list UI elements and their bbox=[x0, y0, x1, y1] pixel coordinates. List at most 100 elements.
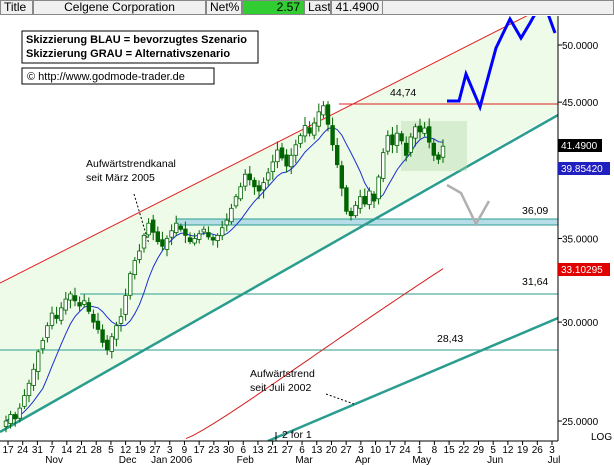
x-tick-label: 9 bbox=[182, 445, 188, 456]
x-tick-label: 17 bbox=[194, 445, 206, 456]
x-tick-label: 13 bbox=[311, 445, 323, 456]
candle-body bbox=[256, 185, 262, 192]
candle-body bbox=[238, 186, 243, 200]
x-month-label: Jul bbox=[548, 455, 561, 465]
candle-body bbox=[403, 142, 409, 156]
candle-body bbox=[247, 173, 252, 181]
x-month-label: Feb bbox=[237, 455, 255, 465]
price-tag-last-bg bbox=[558, 139, 602, 152]
x-tick-label: 12 bbox=[502, 445, 514, 456]
candle-body bbox=[311, 122, 317, 136]
candle-body bbox=[394, 132, 400, 146]
x-tick-label: 7 bbox=[49, 445, 55, 456]
candle-body bbox=[137, 250, 142, 260]
x-tick-label: 6 bbox=[299, 445, 305, 456]
candle-body bbox=[95, 320, 101, 330]
candle-body bbox=[164, 238, 170, 250]
candle-body bbox=[325, 104, 331, 125]
candle-body bbox=[17, 407, 22, 419]
candle-body bbox=[321, 105, 326, 116]
candle-body bbox=[183, 228, 188, 236]
candle-body bbox=[344, 187, 349, 212]
candle-body bbox=[348, 210, 354, 217]
x-tick-label: 27 bbox=[149, 445, 161, 456]
candle-body bbox=[12, 414, 18, 420]
candle-body bbox=[3, 420, 9, 427]
price-tag-ma-short-bg bbox=[558, 162, 610, 175]
price-tag-last: 41.4900 bbox=[561, 141, 598, 152]
candle-body bbox=[146, 222, 151, 236]
x-tick-label: 26 bbox=[532, 445, 544, 456]
y-tick-label: 25.0000 bbox=[562, 417, 599, 428]
candle-body bbox=[242, 173, 248, 187]
candle-body bbox=[54, 314, 59, 319]
x-tick-label: 29 bbox=[473, 445, 485, 456]
title-label: Title bbox=[0, 0, 33, 15]
candle-body bbox=[8, 414, 13, 424]
candle-body bbox=[206, 232, 211, 238]
candle-body bbox=[132, 260, 137, 276]
candle-body bbox=[201, 228, 206, 233]
level-label-2843: 28,43 bbox=[437, 333, 463, 345]
x-month-label: Dec bbox=[119, 455, 137, 465]
url-text: © http://www.godmode-trader.de bbox=[27, 71, 185, 83]
candle-body bbox=[367, 190, 372, 205]
candle-body bbox=[385, 135, 390, 152]
candle-body bbox=[219, 227, 225, 237]
x-tick-label: 3 bbox=[549, 445, 555, 456]
candle-body bbox=[233, 196, 239, 207]
x-tick-label: 31 bbox=[32, 445, 44, 456]
candle-body bbox=[127, 273, 133, 296]
price-tag-ma-long: 33.10295 bbox=[561, 265, 603, 276]
x-tick-label: 19 bbox=[135, 445, 147, 456]
candle-body bbox=[353, 205, 358, 217]
trend-label-2: seit Juli 2002 bbox=[250, 382, 311, 394]
candle-body bbox=[229, 207, 234, 223]
candle-body bbox=[275, 149, 280, 163]
x-axis-months: Nov Dec Jan 2006 Feb Mar Apr May Jun Jul bbox=[45, 455, 560, 465]
scenario-blue-path bbox=[447, 16, 557, 112]
candles bbox=[3, 101, 446, 433]
x-tick-label: 28 bbox=[91, 445, 103, 456]
candle-body bbox=[36, 351, 41, 372]
candle-body bbox=[22, 395, 27, 407]
header-bar: Title Celgene Corporation Net% 2.57 Last… bbox=[0, 0, 614, 16]
candle-body bbox=[390, 134, 395, 146]
candle-body bbox=[279, 147, 285, 159]
candle-body bbox=[192, 238, 197, 244]
channel-label-1: Aufwärtstrendkanal bbox=[86, 158, 176, 170]
y-tick-label: 50.0000 bbox=[562, 41, 599, 52]
y-tick-label: 45.0000 bbox=[562, 98, 599, 109]
y-axis-log-label: LOG bbox=[591, 432, 612, 443]
y-tick-label: 30.0000 bbox=[562, 318, 599, 329]
candle-body bbox=[187, 237, 193, 242]
x-tick-label: 6 bbox=[240, 445, 246, 456]
candle-body bbox=[26, 382, 32, 396]
candle-body bbox=[72, 295, 78, 302]
candle-body bbox=[330, 125, 335, 146]
x-tick-label: 1 bbox=[417, 445, 423, 456]
candle-body bbox=[150, 219, 156, 233]
candle-body bbox=[77, 302, 82, 307]
x-month-label: Nov bbox=[45, 455, 63, 465]
scenario-gray-path bbox=[446, 183, 491, 227]
candle-body bbox=[252, 179, 257, 188]
x-tick-label: 10 bbox=[370, 445, 382, 456]
x-tick-label: 20 bbox=[326, 445, 338, 456]
candle-body bbox=[376, 176, 381, 200]
candle-body bbox=[362, 195, 367, 205]
candle-body bbox=[298, 135, 303, 144]
candle-body bbox=[123, 295, 128, 315]
candle-body bbox=[265, 172, 271, 181]
x-tick-label: 3 bbox=[358, 445, 364, 456]
candle-body bbox=[426, 126, 432, 143]
candle-body bbox=[408, 136, 413, 153]
candle-body bbox=[141, 234, 147, 249]
level-label-4474: 44,74 bbox=[390, 87, 416, 99]
candle-body bbox=[399, 133, 404, 142]
candle-body bbox=[371, 193, 377, 202]
x-tick-label: 5 bbox=[490, 445, 496, 456]
x-tick-label: 5 bbox=[108, 445, 114, 456]
x-tick-label: 13 bbox=[252, 445, 264, 456]
x-tick-label: 21 bbox=[76, 445, 88, 456]
